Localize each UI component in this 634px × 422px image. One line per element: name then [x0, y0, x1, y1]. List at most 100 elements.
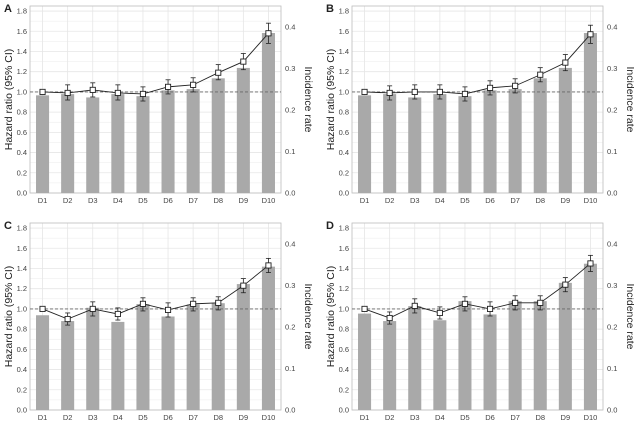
bar-incidence-d3 [86, 97, 100, 193]
x-tick-label: D5 [138, 413, 148, 422]
x-tick-label: D6 [163, 196, 173, 205]
bar-incidence-d7 [186, 89, 200, 193]
hr-point-d7 [512, 299, 519, 306]
bar-incidence-d5 [136, 96, 150, 193]
y-tick-label: 0.0 [339, 406, 349, 415]
hr-point-d2 [64, 89, 71, 96]
bar-incidence-d10 [261, 33, 275, 194]
hr-point-d6 [487, 84, 494, 91]
bar-incidence-d6 [483, 90, 497, 193]
y2-tick-label: 0.0 [285, 189, 295, 198]
y2-tick-label: 0.4 [607, 239, 617, 248]
y-tick-label: 1.8 [17, 7, 27, 16]
bar-incidence-d1 [358, 313, 372, 410]
hr-point-d3 [89, 305, 96, 312]
y2-tick-label: 0.0 [285, 406, 295, 415]
y2-axis-title: Incidence rate [624, 284, 634, 350]
x-tick-label: D9 [561, 196, 571, 205]
bar-incidence-d2 [383, 94, 397, 193]
x-tick-label: D6 [485, 196, 495, 205]
x-tick-label: D5 [460, 196, 470, 205]
x-tick-label: D5 [460, 413, 470, 422]
hr-point-d3 [89, 86, 96, 93]
bar-incidence-d4 [433, 320, 447, 410]
hr-point-d7 [512, 82, 519, 89]
y2-tick-label: 0.3 [285, 64, 295, 73]
y-tick-label: 1.4 [339, 47, 349, 56]
y-tick-label: 0.2 [339, 168, 349, 177]
hr-point-d7 [190, 300, 197, 307]
x-tick-label: D1 [38, 196, 48, 205]
y2-tick-label: 0.0 [607, 406, 617, 415]
x-tick-label: D10 [584, 413, 598, 422]
x-tick-label: D6 [163, 413, 173, 422]
y2-tick-label: 0.1 [285, 147, 295, 156]
hr-point-d5 [139, 90, 147, 97]
hazard-ratio-line [364, 263, 591, 319]
x-tick-label: D1 [38, 413, 48, 422]
y-tick-label: 1.8 [339, 224, 349, 233]
bar-incidence-d10 [583, 263, 597, 410]
bar-incidence-d4 [433, 94, 447, 193]
x-tick-label: D7 [510, 196, 520, 205]
x-tick-label: D1 [360, 413, 370, 422]
y2-tick-label: 0.2 [285, 322, 295, 331]
hr-point-d6 [487, 305, 494, 312]
bar-incidence-d1 [358, 95, 372, 193]
y-tick-label: 0.8 [17, 108, 27, 117]
x-tick-label: D10 [262, 413, 276, 422]
bar-incidence-d7 [186, 304, 200, 410]
y-tick-label: 1.4 [339, 264, 349, 273]
y-tick-label: 0.4 [17, 148, 27, 157]
y2-tick-label: 0.4 [285, 239, 295, 248]
panel-letter: A [4, 3, 12, 15]
x-tick-label: D10 [584, 196, 598, 205]
plot-border [29, 5, 282, 194]
hr-point-d2 [386, 89, 393, 96]
bar-incidence-d9 [558, 67, 572, 193]
hr-point-d6 [164, 83, 172, 90]
y-tick-label: 0.8 [339, 325, 349, 334]
hr-point-d1 [39, 88, 46, 95]
bar-incidence-d6 [161, 316, 175, 410]
plot-border [351, 5, 604, 194]
y-tick-label: 0.2 [17, 168, 27, 177]
hr-point-d5 [139, 300, 147, 307]
bar-incidence-d9 [236, 284, 250, 410]
hazard-ratio-line [42, 265, 269, 320]
hr-point-d3 [411, 302, 418, 309]
hr-point-d8 [215, 69, 222, 76]
hr-point-d5 [461, 90, 469, 97]
y-tick-label: 0.4 [17, 365, 27, 374]
bar-incidence-d4 [111, 94, 125, 193]
hr-point-d2 [386, 314, 393, 322]
x-tick-label: D6 [485, 413, 495, 422]
hr-point-d10 [587, 31, 594, 38]
y-tick-label: 1.6 [339, 244, 349, 253]
x-tick-label: D8 [213, 413, 223, 422]
y-tick-label: 0.6 [17, 345, 27, 354]
x-tick-label: D2 [63, 196, 73, 205]
y-axis-title: Hazard ratio (95% CI) [3, 49, 15, 151]
hr-point-d10 [265, 30, 272, 37]
y-tick-label: 1.0 [17, 304, 27, 313]
y-tick-label: 0.0 [17, 189, 27, 198]
x-tick-label: D9 [239, 196, 249, 205]
panel-b: B 0.0 0.2 0.4 0.6 0.8 1.0 1.2 1.4 1.6 1.8 0.0 0.1 0.2… [325, 3, 634, 205]
hr-point-d10 [265, 262, 272, 269]
y2-tick-label: 0.3 [607, 281, 617, 290]
hr-point-d1 [39, 305, 46, 312]
bar-incidence-d7 [508, 89, 522, 193]
panel-a: A 0.0 0.2 0.4 0.6 0.8 1.0 1.2 1.4 1.6 1.8 0.0 0.1 0.2… [3, 3, 314, 205]
bar-incidence-d2 [61, 94, 75, 193]
hr-point-d1 [361, 305, 368, 312]
x-tick-label: D5 [138, 196, 148, 205]
bar-incidence-d10 [261, 266, 275, 410]
hazard-ratio-line [364, 34, 591, 95]
y-tick-label: 0.2 [339, 385, 349, 394]
bar-incidence-d8 [533, 78, 547, 193]
panel-d: D 0.0 0.2 0.4 0.6 0.8 1.0 1.2 1.4 1.6 1.8 0.0 0.1 0.2… [325, 220, 634, 422]
y-tick-label: 1.2 [339, 284, 349, 293]
y2-tick-label: 0.1 [285, 364, 295, 373]
